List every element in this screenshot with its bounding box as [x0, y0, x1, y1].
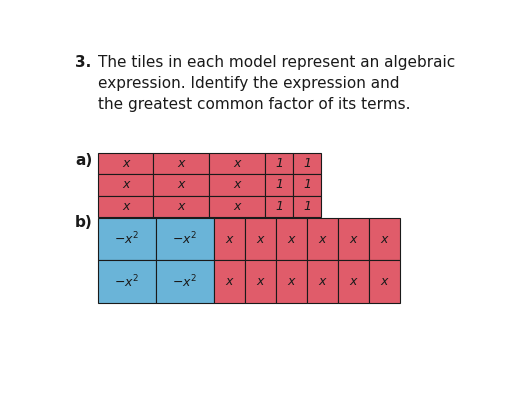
Text: b): b)	[75, 215, 93, 230]
Bar	[293, 174, 321, 196]
Bar	[214, 218, 245, 260]
Text: x: x	[350, 233, 357, 246]
Bar	[338, 218, 369, 260]
Bar	[97, 218, 156, 260]
Text: 1: 1	[275, 157, 283, 170]
Text: 1: 1	[275, 200, 283, 213]
Bar	[369, 260, 400, 303]
Bar	[154, 174, 209, 196]
Bar	[209, 152, 265, 174]
Text: x: x	[233, 200, 241, 213]
Bar	[97, 260, 156, 303]
Bar	[276, 260, 307, 303]
Bar	[97, 152, 154, 174]
Text: x: x	[319, 233, 326, 246]
Text: $-x^2$: $-x^2$	[114, 273, 139, 290]
Text: $-x^2$: $-x^2$	[114, 231, 139, 248]
Text: The tiles in each model represent an algebraic
expression. Identify the expressi: The tiles in each model represent an alg…	[97, 55, 455, 112]
Text: $-x^2$: $-x^2$	[172, 273, 197, 290]
Text: 1: 1	[303, 178, 311, 192]
Bar	[245, 218, 276, 260]
Text: x: x	[288, 275, 295, 288]
Bar	[293, 152, 321, 174]
Bar	[154, 196, 209, 217]
Bar	[97, 196, 154, 217]
Text: x: x	[381, 233, 388, 246]
Bar	[209, 174, 265, 196]
Text: x: x	[178, 178, 185, 192]
Text: a): a)	[75, 152, 92, 168]
Bar	[209, 196, 265, 217]
Bar	[307, 260, 338, 303]
Text: x: x	[288, 233, 295, 246]
Text: 1: 1	[275, 178, 283, 192]
Bar	[156, 260, 214, 303]
Bar	[214, 260, 245, 303]
Text: 1: 1	[303, 200, 311, 213]
Text: x: x	[257, 233, 264, 246]
Text: x: x	[319, 275, 326, 288]
Bar	[369, 218, 400, 260]
Text: x: x	[178, 157, 185, 170]
Bar	[265, 174, 293, 196]
Text: x: x	[122, 200, 129, 213]
Bar	[156, 218, 214, 260]
Text: x: x	[122, 157, 129, 170]
Bar	[154, 152, 209, 174]
Text: $-x^2$: $-x^2$	[172, 231, 197, 248]
Text: 1: 1	[303, 157, 311, 170]
Bar	[265, 152, 293, 174]
Text: x: x	[226, 275, 233, 288]
Text: 3.: 3.	[75, 55, 92, 70]
Text: x: x	[233, 178, 241, 192]
Bar	[307, 218, 338, 260]
Bar	[293, 196, 321, 217]
Text: x: x	[350, 275, 357, 288]
Text: x: x	[122, 178, 129, 192]
Text: x: x	[226, 233, 233, 246]
Bar	[276, 218, 307, 260]
Bar	[265, 196, 293, 217]
Bar	[245, 260, 276, 303]
Text: x: x	[178, 200, 185, 213]
Text: x: x	[233, 157, 241, 170]
Bar	[338, 260, 369, 303]
Bar	[97, 174, 154, 196]
Text: x: x	[257, 275, 264, 288]
Text: x: x	[381, 275, 388, 288]
